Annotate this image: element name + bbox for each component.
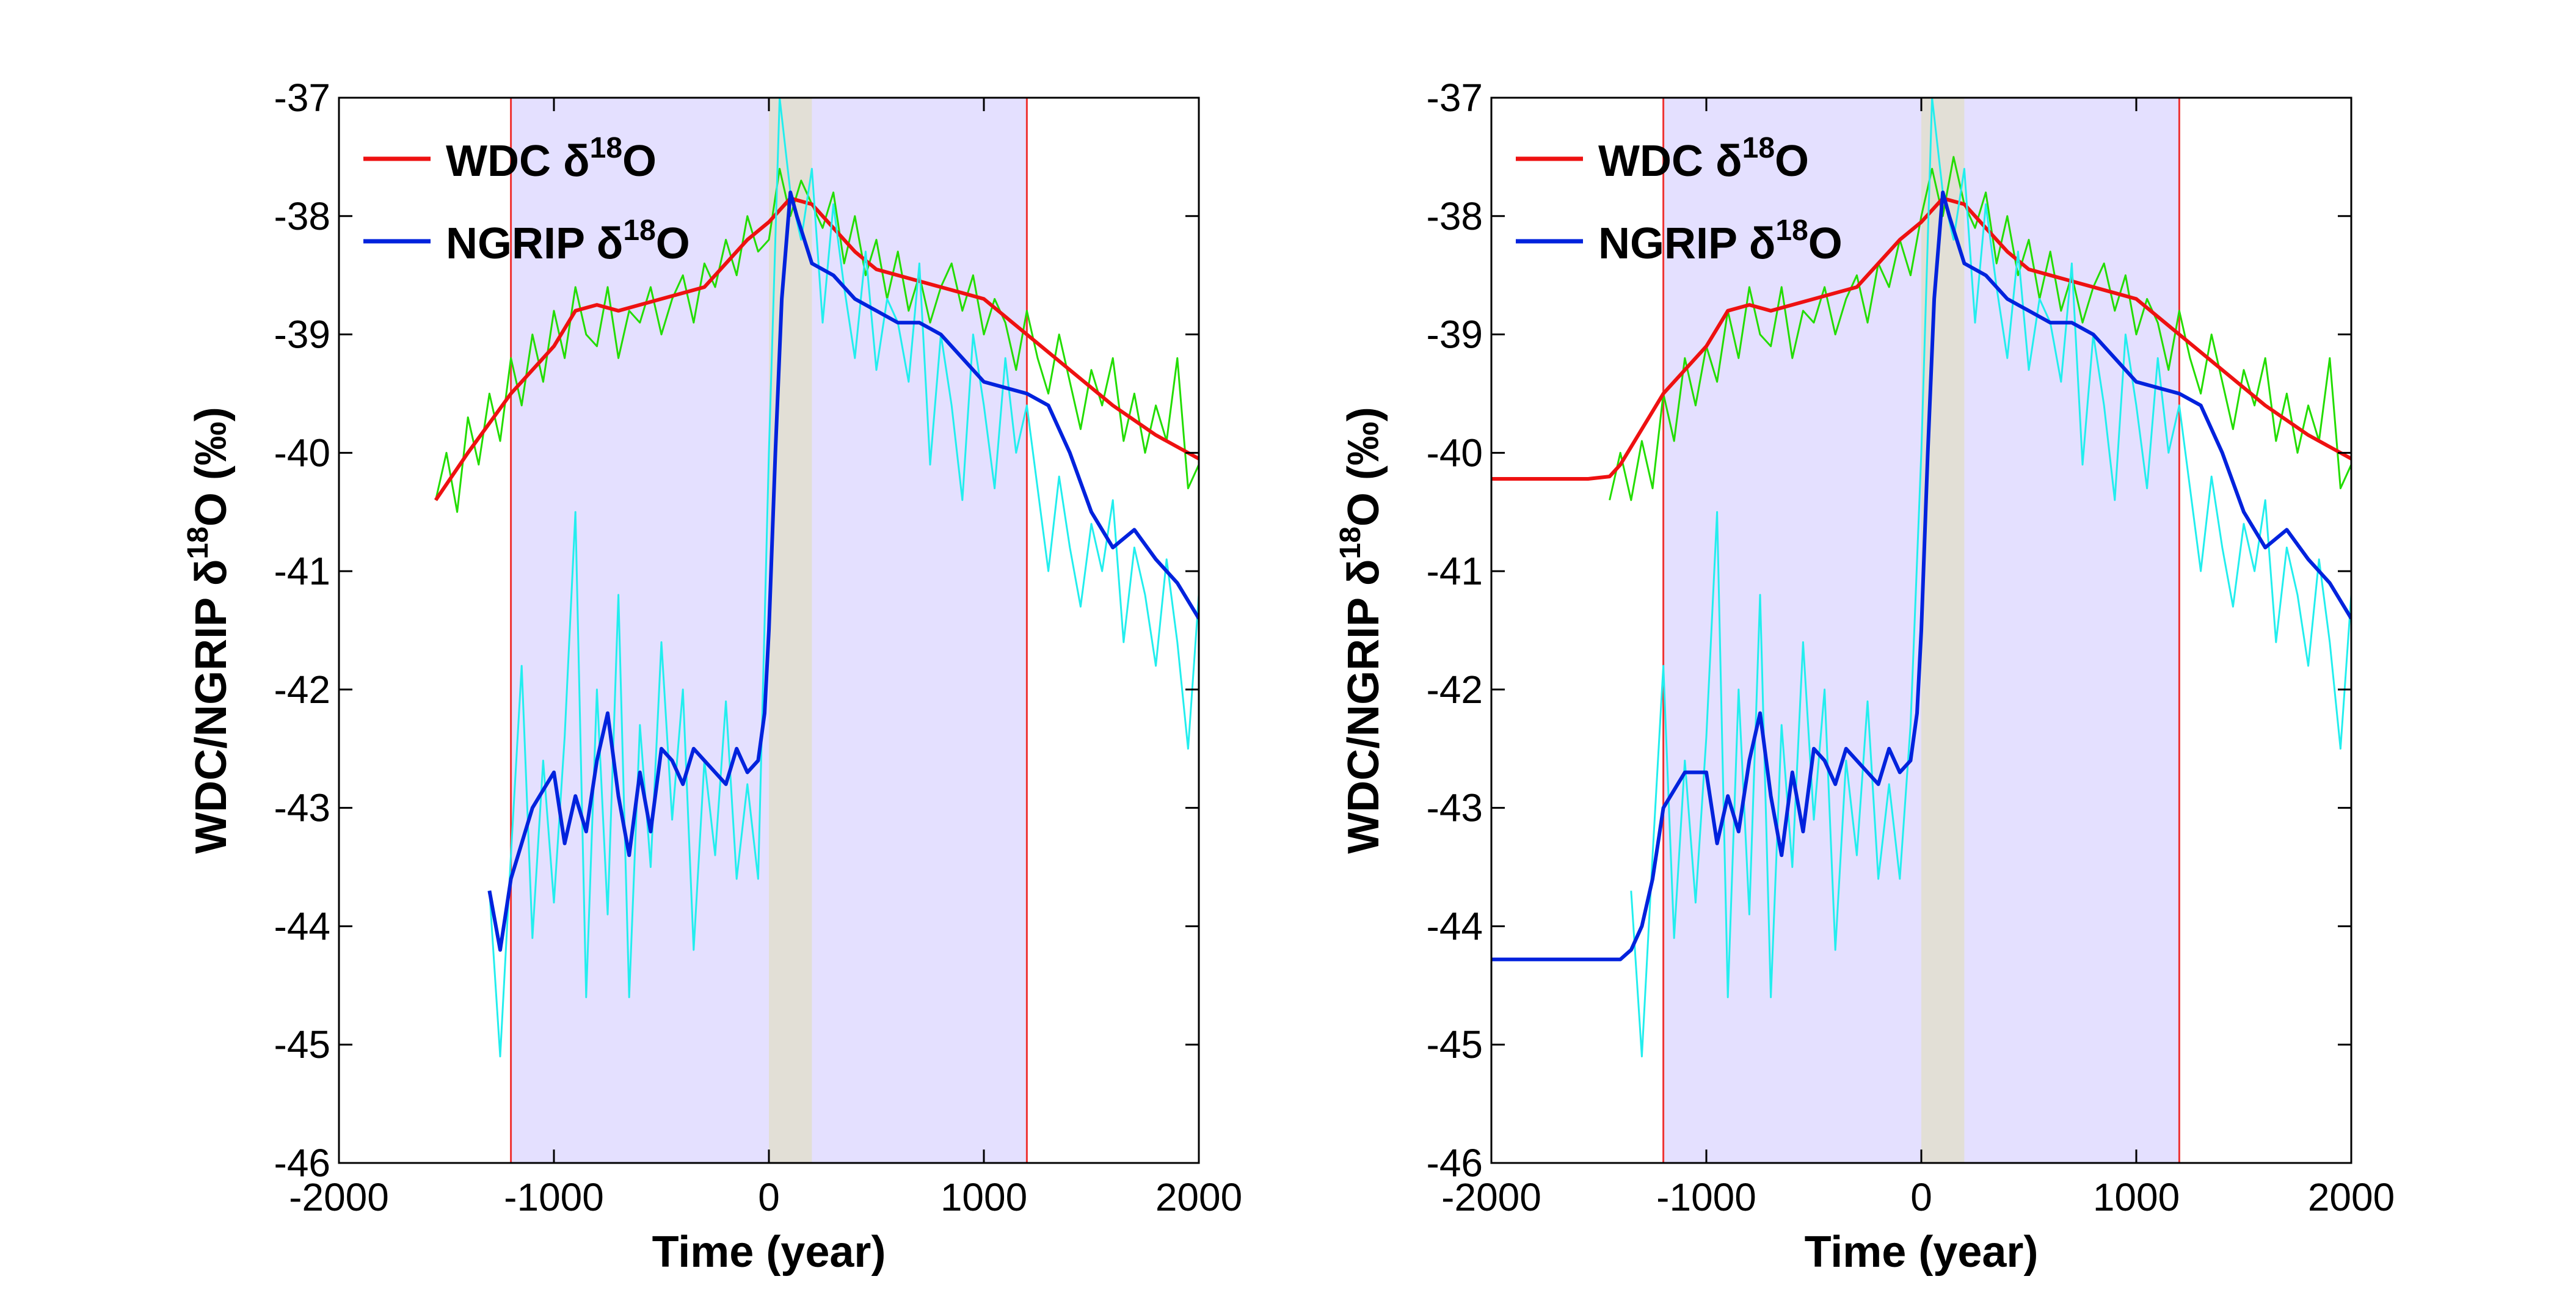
y-tick-label: -43 bbox=[1427, 786, 1483, 830]
x-axis-label: Time (year) bbox=[1805, 1228, 2039, 1277]
y-axis-label-delta: δ bbox=[1339, 559, 1388, 586]
y-tick-label: -44 bbox=[1427, 904, 1483, 948]
y-tick-label: -39 bbox=[274, 313, 331, 357]
legend-entry-0-sup: 18 bbox=[590, 132, 622, 164]
y-tick-label: -40 bbox=[1427, 431, 1483, 475]
legend-entry-1-prefix: NGRIP bbox=[1598, 219, 1749, 268]
y-axis-label: WDC/NGRIP δ18O (‰) bbox=[182, 407, 236, 854]
series-line-ngrip-smooth bbox=[1491, 191, 2351, 961]
series-group bbox=[1491, 98, 2351, 1058]
y-tick-label: -40 bbox=[274, 431, 331, 475]
series-line-wdc-raw bbox=[434, 167, 1199, 513]
legend-entry-1-suffix: O bbox=[656, 219, 690, 268]
series-line-wdc-smooth bbox=[434, 196, 1199, 501]
transition-band bbox=[769, 98, 812, 1163]
legend-entry-0-sup: 18 bbox=[1742, 132, 1775, 164]
series-group bbox=[434, 98, 1199, 1058]
legend-entry-1-sup: 18 bbox=[623, 214, 655, 247]
y-tick-label: -44 bbox=[274, 904, 331, 948]
legend-entry-1: NGRIP δ18O bbox=[1598, 214, 1843, 268]
y-tick-label: -41 bbox=[274, 549, 331, 593]
x-tick-label: -2000 bbox=[1441, 1175, 1541, 1219]
legend-entry-0-prefix: WDC bbox=[1598, 137, 1716, 186]
series-line-wdc-raw bbox=[1609, 156, 2351, 501]
y-tick-label: -42 bbox=[1427, 668, 1483, 712]
x-tick-label: 0 bbox=[758, 1175, 780, 1219]
legend-entry-1: NGRIP δ18O bbox=[446, 214, 690, 268]
y-tick-label: -43 bbox=[274, 786, 331, 830]
right-panel: -2000 -1000 0 1000 2000 -37 -38 -39 -40 -41 -42 -43… bbox=[1334, 76, 2395, 1277]
x-axis-label: Time (year) bbox=[652, 1228, 886, 1277]
y-tick-label: -46 bbox=[1427, 1141, 1483, 1185]
y-axis-label-sup: 18 bbox=[1334, 527, 1367, 559]
legend-entry-0: WDC δ18O bbox=[1598, 132, 1809, 186]
left-panel: -2000 -1000 0 1000 2000 -37 -38 -39 -40 -41 -42 -43… bbox=[182, 76, 1242, 1277]
legend-entry-0-suffix: O bbox=[622, 137, 657, 186]
y-tick-label: -45 bbox=[1427, 1022, 1483, 1066]
y-tick-label: -37 bbox=[1427, 76, 1483, 120]
legend-entry-1-sup: 18 bbox=[1775, 214, 1808, 247]
y-tick-label: -38 bbox=[1427, 194, 1483, 238]
y-axis-label-prefix: WDC/NGRIP bbox=[187, 586, 236, 854]
x-tick-label: 1000 bbox=[941, 1175, 1027, 1219]
legend-entry-1-delta: δ bbox=[1749, 219, 1776, 268]
x-tick-label: 2000 bbox=[2308, 1175, 2395, 1219]
x-tick-label: 2000 bbox=[1155, 1175, 1242, 1219]
y-tick-label: -38 bbox=[274, 194, 331, 238]
y-axis-label-delta: δ bbox=[187, 559, 236, 586]
x-tick-label: 0 bbox=[1910, 1175, 1932, 1219]
x-tick-label: -1000 bbox=[504, 1175, 604, 1219]
y-tick-label: -42 bbox=[274, 668, 331, 712]
y-tick-label: -39 bbox=[1427, 313, 1483, 357]
x-tick-label: -1000 bbox=[1656, 1175, 1756, 1219]
y-axis-label-suffix: O (‰) bbox=[187, 407, 236, 527]
legend-entry-0-delta: δ bbox=[1716, 137, 1742, 186]
x-tick-label: -2000 bbox=[289, 1175, 389, 1219]
y-axis-label-sup: 18 bbox=[182, 527, 214, 559]
legend-entry-0-prefix: WDC bbox=[446, 137, 563, 186]
y-tick-label: -41 bbox=[1427, 549, 1483, 593]
legend-entry-1-suffix: O bbox=[1808, 219, 1843, 268]
y-axis-label-suffix: O (‰) bbox=[1339, 407, 1388, 527]
y-tick-label: -37 bbox=[274, 76, 331, 120]
series-line-ngrip-smooth bbox=[487, 191, 1199, 952]
legend-entry-1-prefix: NGRIP bbox=[446, 219, 597, 268]
legend-entry-0-delta: δ bbox=[563, 137, 590, 186]
y-tick-label: -46 bbox=[274, 1141, 331, 1185]
legend-entry-1-delta: δ bbox=[597, 219, 624, 268]
x-tick-label: 1000 bbox=[2093, 1175, 2180, 1219]
legend-entry-0-suffix: O bbox=[1775, 137, 1809, 186]
y-axis-label: WDC/NGRIP δ18O (‰) bbox=[1334, 407, 1388, 854]
series-line-ngrip-raw bbox=[1630, 98, 2351, 1058]
y-axis-label-prefix: WDC/NGRIP bbox=[1339, 586, 1388, 854]
y-tick-label: -45 bbox=[274, 1022, 331, 1066]
transition-band bbox=[1921, 98, 1965, 1163]
legend-entry-0: WDC δ18O bbox=[446, 132, 657, 186]
